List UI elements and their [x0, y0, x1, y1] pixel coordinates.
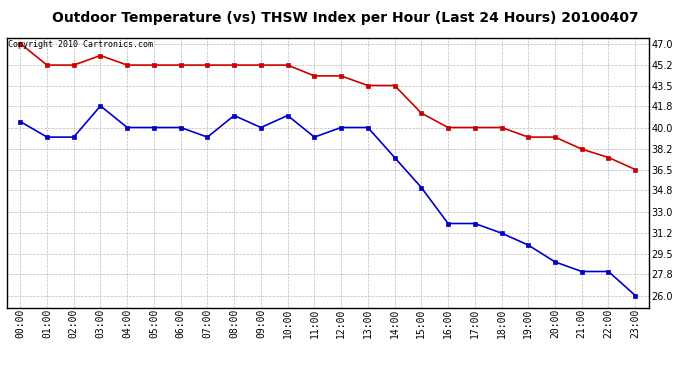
Text: Copyright 2010 Cartronics.com: Copyright 2010 Cartronics.com [8, 40, 152, 49]
Text: Outdoor Temperature (vs) THSW Index per Hour (Last 24 Hours) 20100407: Outdoor Temperature (vs) THSW Index per … [52, 11, 638, 25]
